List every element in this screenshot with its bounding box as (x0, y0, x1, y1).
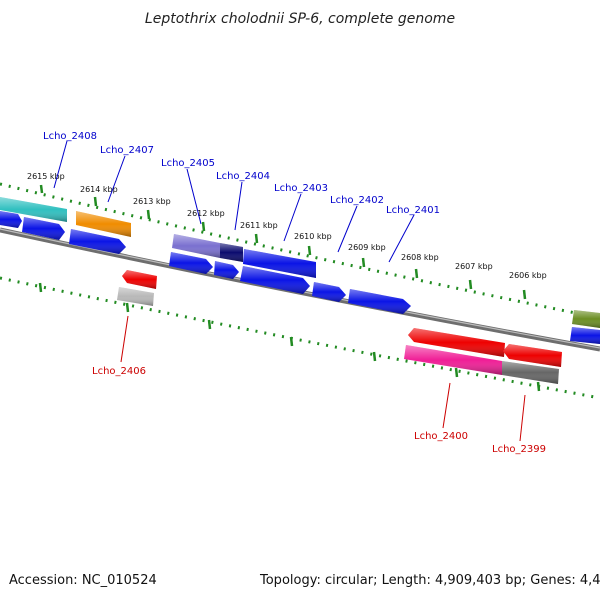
gene-lcho-2400[interactable] (404, 345, 502, 375)
gene-label-lcho-2406[interactable]: Lcho_2406 (92, 366, 146, 377)
gene-lcho-2403[interactable] (243, 249, 316, 278)
ruler-label: 2608 kbp (401, 253, 439, 262)
gene-callouts (53, 140, 526, 442)
gene-cds-j[interactable] (503, 344, 562, 367)
gene-cds-i[interactable] (408, 328, 505, 357)
ruler-label: 2611 kbp (240, 221, 278, 230)
gene-label-lcho-2408[interactable]: Lcho_2408 (43, 131, 97, 142)
gene-cds-e[interactable] (214, 261, 239, 279)
accession-text: Accession: NC_010524 (9, 573, 157, 588)
gene-lcho-2407[interactable] (76, 211, 131, 237)
ruler-label: 2609 kbp (348, 243, 386, 252)
gene-lcho-2406-red[interactable] (122, 270, 157, 289)
gene-cds-h[interactable] (570, 327, 600, 344)
gene-label-lcho-2399[interactable]: Lcho_2399 (492, 444, 546, 455)
outer-dotted-ring (0, 182, 600, 320)
topology-text: Topology: circular; Length: 4,909,403 bp… (260, 573, 600, 588)
gene-label-lcho-2407[interactable]: Lcho_2407 (100, 145, 154, 156)
ruler-label: 2607 kbp (455, 262, 493, 271)
gene-lcho-2401[interactable] (348, 289, 411, 314)
map-title: Leptothrix cholodnii SP-6, complete geno… (145, 11, 455, 27)
gene-cds-c[interactable] (69, 229, 126, 254)
gene-cds-b[interactable] (22, 217, 65, 240)
gene-lcho-2399[interactable] (502, 361, 559, 384)
gene-cds-d[interactable] (169, 252, 213, 274)
gene-lcho-2408[interactable] (0, 197, 67, 222)
ruler-label: 2610 kbp (294, 232, 332, 241)
gene-cds-a[interactable] (0, 211, 22, 228)
ruler-labels: 2615 kbp 2614 kbp 2613 kbp 2612 kbp 2611… (27, 172, 547, 280)
gene-lcho-2402[interactable] (312, 282, 346, 302)
ruler-label: 2612 kbp (187, 209, 225, 218)
gene-cds-f[interactable] (240, 266, 310, 294)
ruler-label: 2614 kbp (80, 185, 118, 194)
ruler-label: 2613 kbp (133, 197, 171, 206)
gene-cds-g[interactable] (572, 310, 600, 328)
ruler-label: 2615 kbp (27, 172, 65, 181)
gene-lcho-2405[interactable] (172, 234, 220, 258)
reverse-genes[interactable] (117, 270, 562, 384)
gene-label-lcho-2405[interactable]: Lcho_2405 (161, 158, 215, 169)
gene-label-lcho-2400[interactable]: Lcho_2400 (414, 431, 468, 442)
ruler-label: 2606 kbp (509, 271, 547, 280)
gene-label-lcho-2401[interactable]: Lcho_2401 (386, 205, 440, 216)
gene-lcho-2404[interactable] (220, 243, 243, 262)
gene-label-lcho-2403[interactable]: Lcho_2403 (274, 183, 328, 194)
gene-lcho-2406[interactable] (117, 287, 154, 306)
forward-genes[interactable] (0, 197, 600, 344)
gene-labels: Lcho_2408 Lcho_2407 Lcho_2405 Lcho_2404 … (43, 131, 546, 455)
gene-label-lcho-2404[interactable]: Lcho_2404 (216, 171, 270, 182)
inner-dotted-ring (0, 276, 600, 400)
gene-label-lcho-2402[interactable]: Lcho_2402 (330, 195, 384, 206)
